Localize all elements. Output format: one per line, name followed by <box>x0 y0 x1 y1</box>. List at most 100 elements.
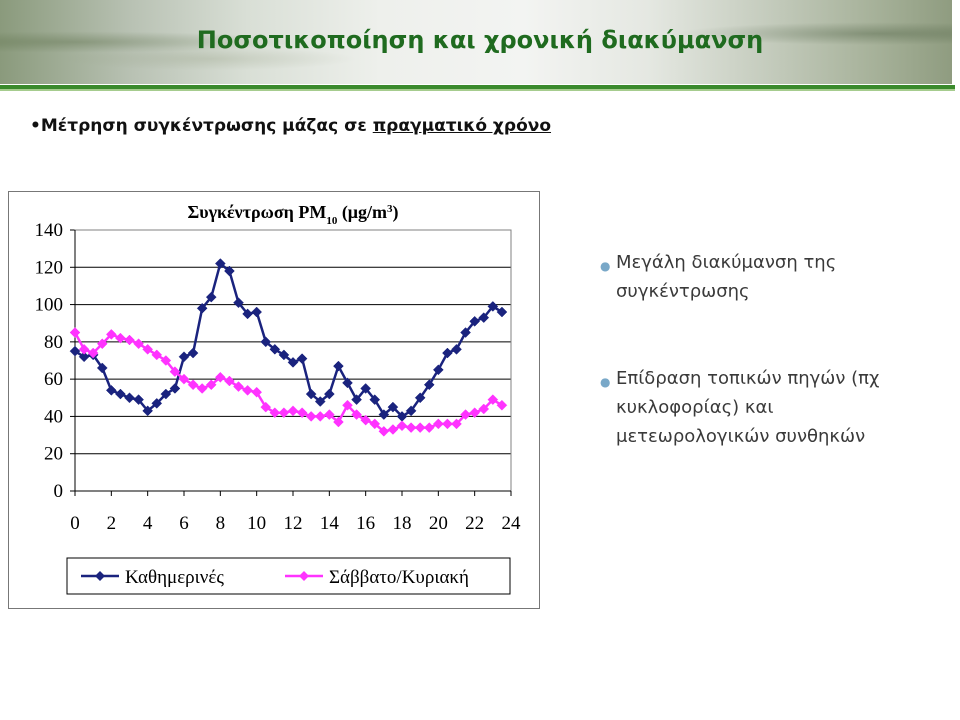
data-point <box>78 343 90 355</box>
data-point <box>115 388 126 400</box>
chart-title-part: Συγκέντρωση PM <box>187 202 326 222</box>
side-point-text: Επίδραση τοπικών πηγών (πχ κυκλοφορίας) … <box>616 368 880 447</box>
header-divider-light <box>0 89 955 91</box>
chart-title-part: ) <box>393 202 399 223</box>
data-point <box>487 394 499 406</box>
banner-texture <box>0 0 952 84</box>
data-point <box>360 414 372 426</box>
data-point <box>414 392 426 404</box>
data-point <box>360 383 372 394</box>
bullet-underlined: πραγματικό χρόνο <box>372 116 552 136</box>
y-tick-label: 80 <box>44 332 63 353</box>
bullet-text: Μέτρηση συγκέντρωσης μάζας σε <box>40 116 373 136</box>
data-point <box>314 396 326 407</box>
x-tick-label: 16 <box>356 513 375 534</box>
data-point <box>451 418 462 430</box>
side-point-text: Μεγάλη διακύμανση της συγκέντρωσης <box>616 252 837 302</box>
data-point <box>478 312 490 323</box>
chart-frame: Συγκέντρωση PM10 (μg/m3) 0 20 40 60 80 100 120 1… <box>8 191 540 609</box>
data-point <box>442 418 453 430</box>
data-point <box>323 409 335 420</box>
side-point-2: ● Επίδραση τοπικών πηγών (πχ κυκλοφορίας… <box>600 364 930 451</box>
pm10-chart: Συγκέντρωση PM10 (μg/m3)0204060801001201… <box>35 202 521 595</box>
data-point <box>105 329 117 340</box>
x-tick-label: 8 <box>216 513 226 534</box>
bullet-dot-icon: ● <box>600 375 611 389</box>
data-point <box>260 401 272 413</box>
data-point <box>442 347 453 359</box>
chart-title-part: (μg/m <box>337 202 387 223</box>
x-tick-label: 12 <box>284 513 303 534</box>
data-point <box>205 379 217 391</box>
data-point <box>396 420 408 432</box>
x-tick-label: 22 <box>465 513 484 534</box>
data-point <box>296 407 308 419</box>
data-point <box>314 411 326 422</box>
data-point <box>242 384 253 396</box>
data-point <box>369 394 381 406</box>
data-point <box>151 398 163 409</box>
legend-marker <box>95 571 105 581</box>
data-point <box>251 386 263 398</box>
data-point <box>342 377 353 389</box>
data-point <box>487 301 499 312</box>
data-point <box>169 383 181 394</box>
legend-label: Σάββατο/Κυριακή <box>329 567 469 588</box>
data-point <box>242 308 253 320</box>
x-tick-label: 14 <box>320 513 340 534</box>
y-tick-label: 0 <box>54 481 64 502</box>
page-title: Ποσοτικοποίηση και χρονική διακύμανση <box>196 26 764 54</box>
y-tick-label: 20 <box>44 444 63 465</box>
y-tick-label: 60 <box>44 369 63 390</box>
data-point <box>233 381 244 392</box>
data-point <box>142 343 154 355</box>
x-tick-label: 4 <box>143 513 153 534</box>
data-point <box>478 403 490 415</box>
data-point <box>214 371 226 383</box>
data-point <box>269 407 281 419</box>
chart-title-part: 10 <box>326 215 338 227</box>
data-point <box>405 422 417 433</box>
data-point <box>432 364 444 376</box>
data-point <box>278 407 290 419</box>
data-point <box>105 384 117 396</box>
data-point <box>224 265 235 277</box>
data-point <box>233 297 244 309</box>
data-point <box>78 351 90 363</box>
data-point <box>405 405 417 417</box>
y-tick-label: 40 <box>44 406 63 427</box>
data-point <box>160 388 172 400</box>
data-point <box>187 347 199 359</box>
data-point <box>133 338 144 350</box>
x-tick-label: 2 <box>107 513 117 534</box>
data-point <box>323 388 335 400</box>
legend-label: Καθημερινές <box>125 567 224 588</box>
data-point <box>496 306 508 318</box>
data-point <box>387 424 399 435</box>
side-point-1: ● Μεγάλη διακύμανση της συγκέντρωσης <box>600 248 930 306</box>
data-point <box>287 405 299 417</box>
data-point <box>460 409 471 420</box>
data-point <box>469 315 481 327</box>
data-point <box>124 392 135 404</box>
data-point <box>169 366 181 378</box>
x-tick-label: 6 <box>179 513 189 534</box>
data-point <box>224 375 235 387</box>
data-point <box>296 353 308 364</box>
data-point <box>115 332 126 344</box>
x-tick-label: 0 <box>70 513 80 534</box>
data-point <box>305 411 317 422</box>
data-point <box>333 360 344 372</box>
data-point <box>369 418 381 430</box>
data-point <box>260 336 272 348</box>
data-point <box>423 422 435 433</box>
data-point <box>178 351 190 363</box>
data-point <box>351 409 362 420</box>
data-point <box>160 355 172 366</box>
data-point <box>333 416 344 428</box>
data-point <box>387 401 399 413</box>
data-point <box>87 347 99 359</box>
bullet-measurement: •Μέτρηση συγκέντρωσης μάζας σε πραγματικ… <box>30 116 552 136</box>
data-point <box>378 409 390 420</box>
data-point <box>432 418 444 430</box>
